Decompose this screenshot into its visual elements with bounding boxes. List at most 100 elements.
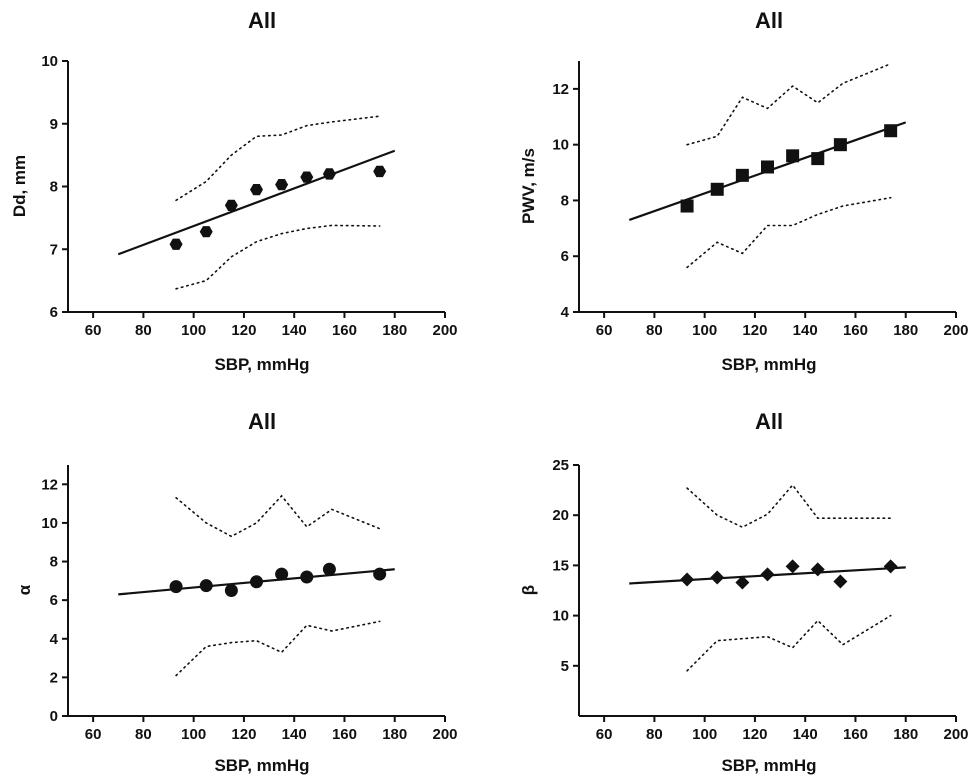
data-point: [833, 138, 847, 152]
upper-confidence-band: [175, 494, 381, 538]
upper-confidence-band: [686, 62, 892, 146]
data-point: [275, 179, 289, 191]
x-axis-label: SBP, mmHg: [721, 355, 816, 374]
y-tick-label: 6: [50, 592, 58, 609]
y-tick-label: 0: [50, 708, 58, 725]
data-point: [169, 580, 183, 594]
chart-title: All: [755, 8, 783, 33]
y-tick-label: 10: [41, 515, 58, 532]
y-tick-label: 8: [50, 179, 58, 196]
chart-svg-beta: All SBP, mmHg β 60 80 100 120 140 160 180 200 5 1…: [519, 409, 969, 775]
data-point: [680, 199, 694, 213]
chart-panel-beta: All SBP, mmHg β 60 80 100 120 140 160 180 200 5 1…: [486, 389, 971, 778]
chart-panel-pwv: All SBP, mmHg PWV, m/s 60 80 100 120 140 160 1…: [486, 0, 971, 389]
y-tick-label: 20: [552, 507, 569, 524]
data-point: [373, 567, 387, 581]
y-tick-label: 9: [50, 116, 58, 133]
y-axis-label: Dd, mm: [10, 155, 29, 217]
y-tick-label: 12: [41, 476, 58, 493]
x-tick-label: 60: [596, 726, 613, 743]
x-tick-label: 120: [742, 322, 767, 339]
chart-title: All: [248, 409, 276, 434]
x-tick-label: 200: [943, 322, 968, 339]
data-point: [373, 165, 387, 178]
x-tick-label: 120: [742, 726, 767, 743]
y-axis-label: PWV, m/s: [519, 148, 538, 224]
x-tick-label: 80: [135, 726, 152, 743]
data-point: [710, 570, 725, 585]
x-tick-label: 100: [181, 322, 206, 339]
lower-confidence-band: [686, 614, 892, 672]
chart-title: All: [755, 409, 783, 434]
x-axis-label: SBP, mmHg: [214, 355, 309, 374]
y-tick-label: 10: [41, 53, 58, 70]
data-point: [883, 559, 898, 574]
y-tick-label: 4: [50, 631, 59, 648]
data-point: [224, 584, 238, 597]
x-tick-label: 60: [85, 726, 102, 743]
lower-confidence-band: [686, 196, 892, 269]
x-tick-label: 180: [382, 322, 407, 339]
data-point: [300, 171, 314, 183]
x-tick-label: 160: [332, 726, 357, 743]
y-tick-label: 7: [50, 241, 58, 258]
y-tick-label: 6: [50, 304, 58, 321]
data-point: [680, 572, 695, 587]
y-axis-label: α: [15, 584, 34, 595]
chart-svg-dd: All SBP, mmHg Dd, mm 60 80 100 120 140 160 180…: [10, 8, 458, 374]
data-point: [224, 199, 238, 211]
x-tick-label: 160: [843, 322, 868, 339]
x-tick-label: 200: [432, 322, 457, 339]
data-point: [811, 152, 825, 166]
y-tick-label: 2: [50, 669, 58, 686]
data-point: [275, 567, 289, 581]
x-tick-label: 160: [843, 726, 868, 743]
x-tick-label: 140: [282, 322, 307, 339]
y-tick-label: 6: [561, 248, 569, 265]
x-tick-label: 200: [432, 726, 457, 743]
y-tick-label: 8: [561, 192, 569, 209]
data-point: [710, 182, 724, 196]
data-point: [199, 226, 213, 238]
y-tick-label: 15: [552, 557, 569, 574]
x-tick-label: 120: [231, 322, 256, 339]
y-axis-label: β: [519, 585, 538, 595]
x-tick-label: 180: [382, 726, 407, 743]
chart-title: All: [248, 8, 276, 33]
x-axis-label: SBP, mmHg: [721, 756, 816, 775]
lower-confidence-band: [175, 620, 381, 677]
y-tick-label: 8: [50, 554, 58, 571]
upper-confidence-band: [175, 115, 381, 202]
data-point: [884, 124, 898, 138]
x-tick-label: 120: [231, 726, 256, 743]
data-point: [199, 579, 213, 593]
data-point: [300, 570, 314, 584]
x-tick-label: 100: [692, 726, 717, 743]
x-axis-label: SBP, mmHg: [214, 756, 309, 775]
data-point: [169, 238, 183, 250]
x-tick-label: 160: [332, 322, 357, 339]
data-point: [786, 149, 800, 163]
chart-panel-dd: All SBP, mmHg Dd, mm 60 80 100 120 140 160 180…: [0, 0, 485, 389]
data-point: [735, 575, 750, 590]
data-point: [250, 184, 263, 196]
x-tick-label: 80: [646, 322, 663, 339]
data-point: [735, 168, 749, 182]
x-tick-label: 100: [181, 726, 206, 743]
chart-svg-alpha: All SBP, mmHg α 60 80 100 120 140 160 180 200 0 2…: [15, 409, 458, 775]
chart-panel-alpha: All SBP, mmHg α 60 80 100 120 140 160 180 200 0 2…: [0, 389, 485, 778]
regression-line: [117, 149, 396, 256]
x-tick-label: 180: [893, 726, 918, 743]
y-tick-label: 25: [552, 457, 569, 474]
x-tick-label: 80: [135, 322, 152, 339]
data-point: [785, 559, 800, 574]
data-point: [250, 575, 263, 589]
x-tick-label: 60: [596, 322, 613, 339]
x-tick-label: 80: [646, 726, 663, 743]
y-tick-label: 10: [552, 137, 569, 154]
x-tick-label: 200: [943, 726, 968, 743]
x-tick-label: 60: [85, 322, 102, 339]
x-tick-label: 180: [893, 322, 918, 339]
chart-svg-pwv: All SBP, mmHg PWV, m/s 60 80 100 120 140 160 1…: [519, 8, 969, 374]
y-tick-label: 12: [552, 81, 569, 98]
